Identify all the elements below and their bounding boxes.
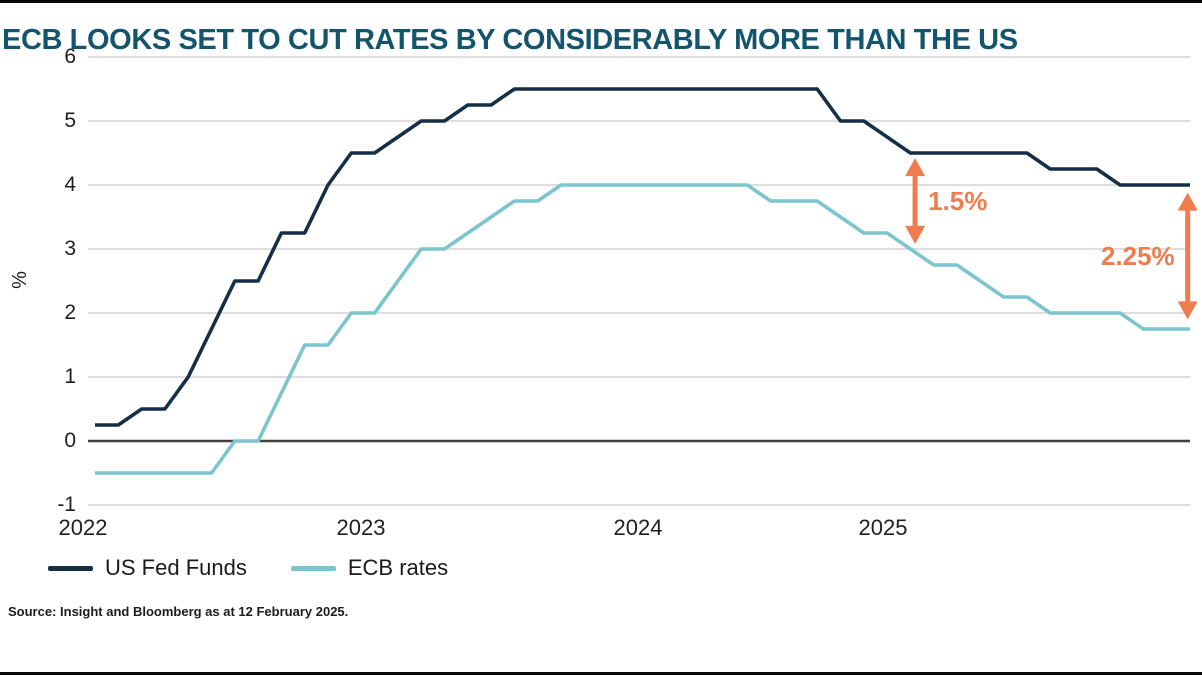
ecb-rates-line (95, 183, 1190, 475)
y-axis-label: % (9, 271, 31, 289)
us-fed-funds-line-swatch (48, 565, 93, 571)
top-divider (0, 0, 1202, 3)
rate-gap-arrow-head-up (1177, 192, 1198, 211)
legend-item-ecb-rates: ECB rates (290, 553, 449, 583)
us-fed-funds-line (95, 87, 1190, 427)
y-tick-label: 4 (64, 173, 76, 196)
rate-gap-label: 2.25% (1100, 241, 1175, 272)
legend-label-us-fed-funds: US Fed Funds (105, 555, 247, 580)
x-tick-label: 2025 (858, 515, 908, 540)
y-tick-label: 3 (64, 237, 76, 260)
legend-item-us-fed-funds: US Fed Funds (48, 553, 247, 583)
y-tick-label: 5 (64, 109, 76, 132)
x-tick-label: 2022 (58, 515, 108, 540)
legend-label-ecb-rates: ECB rates (347, 555, 449, 580)
x-tick-label: 2024 (613, 515, 663, 540)
legend: US Fed Funds ECB rates (48, 553, 492, 583)
chart-canvas (88, 56, 1198, 506)
ecb-rates-line-swatch (290, 565, 336, 571)
y-tick-label: 0 (64, 429, 76, 452)
y-tick-label: 6 (64, 45, 76, 68)
x-tick-label: 2023 (336, 515, 386, 540)
bottom-divider (0, 672, 1202, 675)
rate-gap-arrow-head-down (905, 225, 926, 244)
rate-gap-arrow-head-up (905, 158, 926, 177)
rate-gap-arrow-head-down (1177, 301, 1198, 320)
y-tick-label: -1 (57, 493, 76, 516)
page-title: ECB LOOKS SET TO CUT RATES BY CONSIDERAB… (2, 24, 1018, 57)
y-tick-label: 2 (64, 301, 76, 324)
source-note: Source: Insight and Bloomberg as at 12 F… (8, 604, 349, 619)
y-tick-label: 1 (64, 365, 76, 388)
rate-gap-label: 1.5% (928, 186, 988, 216)
